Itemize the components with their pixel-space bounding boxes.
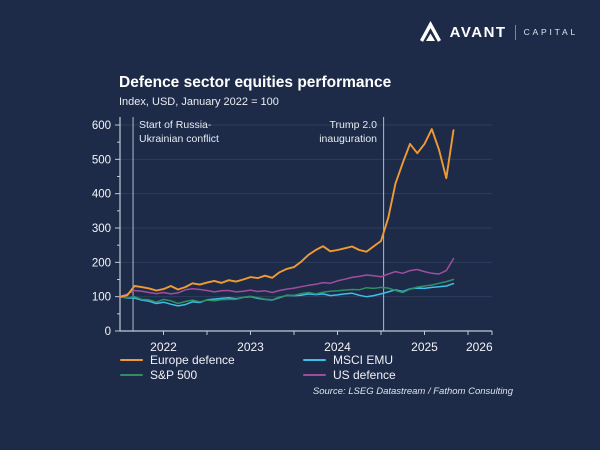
y-tick-label: 400 (92, 189, 111, 201)
y-tick-label: 300 (92, 223, 111, 235)
annotation-line: inauguration (319, 133, 377, 145)
series-line-s-p-500 (119, 278, 455, 305)
x-tick-label: 2026 (466, 340, 493, 354)
brand-suffix: CAPITAL (523, 27, 578, 37)
annotation-russia-conflict: Start of Russia- Ukrainian conflict (139, 118, 219, 146)
legend-swatch-msci-emu (303, 358, 326, 362)
x-tick-label: 2022 (150, 340, 177, 354)
brand-logo: AVANT CAPITAL (419, 21, 578, 43)
legend-label-msci-emu: MSCI EMU (333, 353, 393, 367)
logo-divider (514, 24, 516, 40)
annotation-line: Trump 2.0 (329, 119, 377, 131)
annotation-line: Start of Russia- (139, 119, 212, 131)
chart-subtitle: Index, USD, January 2022 = 100 (119, 96, 279, 108)
legend-swatch-sp500 (120, 373, 143, 377)
source-note: Source: LSEG Datastream / Fathom Consult… (312, 386, 513, 397)
legend-swatch-europe-defence (120, 358, 143, 362)
legend-item-msci-emu: MSCI EMU (303, 353, 396, 367)
series-line-us-defence (119, 257, 455, 298)
legend-item-us-defence: US defence (303, 368, 396, 382)
legend-label-us-defence: US defence (333, 368, 396, 382)
legend-column-left: Europe defence S&P 500 (120, 353, 235, 383)
chart-title: Defence sector equities performance (119, 74, 392, 91)
avant-mountain-icon (419, 21, 441, 42)
y-tick-label: 600 (92, 120, 111, 132)
x-tick-label: 2023 (237, 340, 264, 354)
y-tick-label: 200 (92, 257, 111, 269)
y-tick-label: 0 (105, 326, 111, 338)
annotation-trump-inauguration: Trump 2.0 inauguration (319, 118, 377, 146)
series-line-europe-defence (119, 128, 455, 298)
legend-item-europe-defence: Europe defence (120, 353, 235, 367)
y-tick-label: 500 (92, 154, 111, 166)
legend-label-europe-defence: Europe defence (150, 353, 235, 367)
y-tick-label: 100 (92, 292, 111, 304)
legend-column-right: MSCI EMU US defence (303, 353, 396, 383)
legend-item-sp500: S&P 500 (120, 368, 235, 382)
legend-swatch-us-defence (303, 373, 326, 377)
legend-label-sp500: S&P 500 (150, 368, 198, 382)
x-tick-label: 2025 (411, 340, 438, 354)
annotation-line: Ukrainian conflict (139, 133, 219, 145)
brand-name: AVANT (449, 23, 507, 41)
x-tick-label: 2024 (324, 340, 351, 354)
